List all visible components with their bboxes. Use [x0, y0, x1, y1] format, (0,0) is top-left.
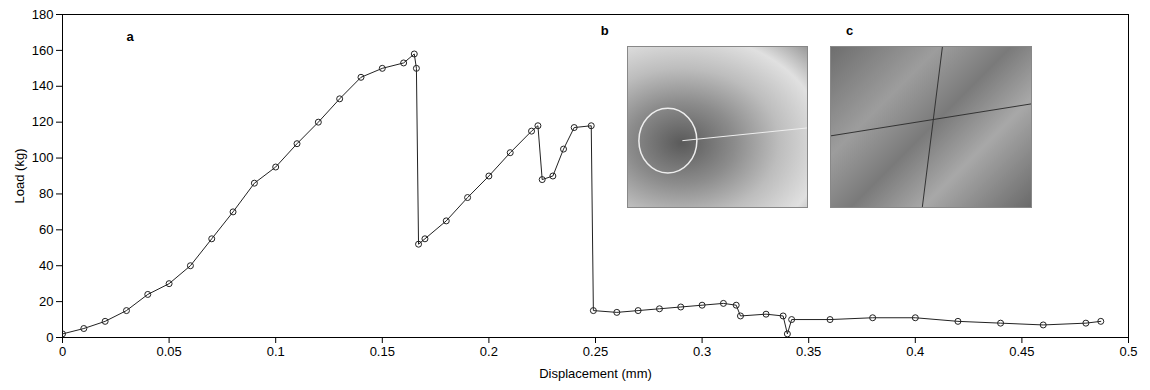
svg-text:60: 60 — [39, 222, 53, 237]
svg-text:Displacement (mm): Displacement (mm) — [539, 366, 652, 381]
svg-text:40: 40 — [39, 258, 53, 273]
svg-text:Load (kg): Load (kg) — [12, 149, 27, 204]
svg-text:100: 100 — [32, 150, 54, 165]
svg-text:b: b — [601, 23, 609, 38]
svg-text:0.15: 0.15 — [370, 344, 395, 359]
svg-text:120: 120 — [32, 114, 54, 129]
svg-text:0.35: 0.35 — [796, 344, 821, 359]
svg-text:0.25: 0.25 — [583, 344, 608, 359]
svg-text:0: 0 — [46, 330, 53, 345]
svg-text:180: 180 — [32, 7, 54, 22]
svg-text:c: c — [846, 23, 853, 38]
svg-text:0.2: 0.2 — [480, 344, 498, 359]
svg-text:0.5: 0.5 — [1119, 344, 1137, 359]
svg-text:0.3: 0.3 — [693, 344, 711, 359]
svg-text:80: 80 — [39, 186, 53, 201]
svg-text:0.45: 0.45 — [1009, 344, 1034, 359]
svg-text:0: 0 — [59, 344, 66, 359]
svg-text:20: 20 — [39, 294, 53, 309]
svg-text:a: a — [126, 29, 134, 44]
svg-text:140: 140 — [32, 78, 54, 93]
svg-text:160: 160 — [32, 43, 54, 58]
svg-text:0.05: 0.05 — [156, 344, 181, 359]
svg-text:0.4: 0.4 — [906, 344, 924, 359]
svg-text:0.1: 0.1 — [267, 344, 285, 359]
